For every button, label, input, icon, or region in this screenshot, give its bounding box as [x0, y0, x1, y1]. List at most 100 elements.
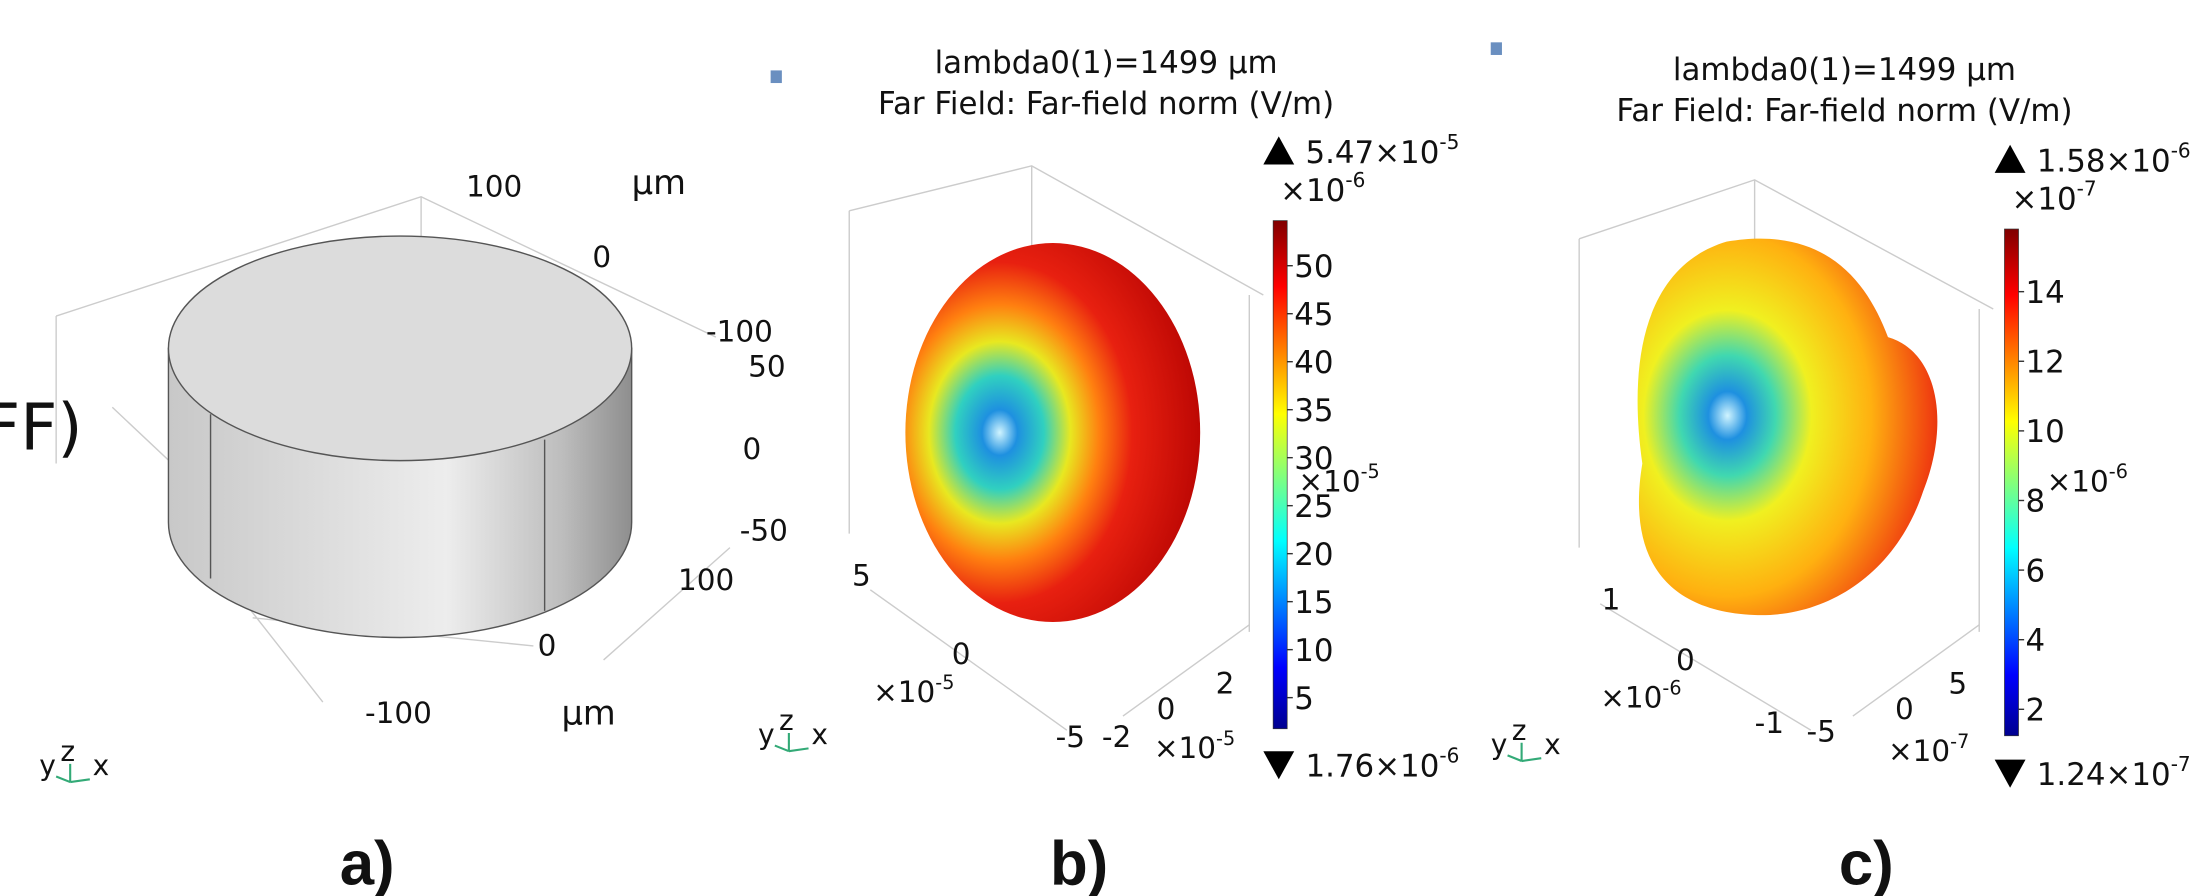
power-label: ×10-5	[873, 671, 954, 709]
label: 50	[748, 349, 786, 383]
times: ×10	[1298, 465, 1360, 499]
title: Far Field: Far-field norm (V/m)	[878, 86, 1334, 122]
times: ×10	[1280, 173, 1345, 209]
mantissa: 1.58	[2037, 143, 2106, 179]
min-triangle	[1263, 751, 1295, 780]
panel-label: b)	[1050, 830, 1108, 896]
exponent: -5	[1216, 727, 1235, 750]
label: -100	[706, 314, 773, 348]
power-label: ×10-6	[2047, 460, 2128, 498]
power-label: 1.24×10-7	[2037, 752, 2191, 793]
label: µm	[632, 163, 686, 202]
exponent: -5	[1439, 130, 1459, 154]
colorbar-tick-label: 50	[1294, 249, 1333, 285]
axis-tick-label: -2	[1102, 720, 1131, 754]
title: lambda0(1)=1499 µm	[1673, 52, 2016, 88]
label: z	[779, 704, 794, 737]
colorbar-tick-label: 30	[1294, 441, 1333, 477]
axis-tick-label: -1	[1755, 706, 1784, 740]
title: lambda0(1)=1499 µm	[935, 45, 1278, 81]
label: 100	[466, 170, 522, 204]
icon	[770, 70, 782, 84]
axis-tick-label: 0	[1676, 643, 1695, 677]
colorbar-tick-label: 5	[1294, 681, 1314, 717]
min-triangle	[1994, 759, 2026, 788]
times: ×10	[1374, 748, 1439, 784]
axis-tick-label: 5	[852, 559, 871, 593]
power-label: 1.58×10-6	[2037, 139, 2191, 180]
times: ×10	[2012, 181, 2077, 217]
power-label: ×10-6	[1600, 676, 1681, 714]
power-label: ×10-7	[2012, 176, 2097, 217]
colorbar-tick-label: 20	[1294, 537, 1333, 573]
label: x	[811, 718, 828, 751]
axis-tick-label: 0	[1157, 692, 1176, 726]
icon	[1490, 42, 1502, 55]
colorbar-tick-label: 6	[2026, 553, 2046, 589]
times: ×10	[1154, 731, 1216, 765]
colorbar-tick-label: 8	[2026, 484, 2046, 520]
power-label: 5.47×10-5	[1305, 130, 1459, 171]
far-field-blob	[1637, 238, 1938, 616]
axis-tick-label: 2	[1216, 667, 1235, 701]
mantissa: 1.24	[2037, 757, 2106, 793]
exponent: -7	[2077, 176, 2097, 200]
title: Far Field: Far-field norm (V/m)	[1616, 93, 2072, 129]
times: ×10	[2106, 143, 2171, 179]
triad-arrows	[55, 763, 90, 784]
exponent: -6	[1439, 744, 1459, 768]
label: 0	[538, 629, 557, 663]
label: 100	[678, 563, 734, 597]
colorbar-tick-label: 15	[1294, 585, 1333, 621]
colorbar-tick-label: 2	[2026, 693, 2046, 729]
label: 0	[743, 432, 762, 466]
power-label: ×10-6	[1280, 168, 1365, 209]
power-label: ×10-5	[1298, 460, 1379, 498]
exponent: -6	[1662, 676, 1681, 699]
axis-tick-label: 0	[1895, 692, 1914, 726]
triad-arrows	[774, 732, 809, 753]
power-label: ×10-5	[1154, 727, 1235, 765]
cylinder	[167, 235, 633, 639]
colorbar-tick-label: 25	[1294, 489, 1333, 525]
label: x	[93, 749, 110, 782]
mantissa: 1.76	[1305, 748, 1374, 784]
colorbar-tick-label: 10	[1294, 633, 1333, 669]
label: FF)	[0, 390, 83, 465]
axis-tick-label: 1	[1602, 582, 1621, 616]
max-triangle	[1994, 144, 2026, 173]
label: -100	[365, 696, 432, 730]
exponent: -7	[2171, 752, 2191, 776]
exponent: -6	[2109, 460, 2128, 483]
colorbar-tick-label: 4	[2026, 623, 2046, 659]
label: -50	[740, 514, 788, 548]
colorbar	[1272, 220, 1288, 730]
label: z	[1512, 714, 1527, 747]
times: ×10	[1888, 734, 1950, 768]
label: µm	[561, 694, 615, 733]
exponent: -7	[1950, 730, 1969, 753]
colorbar-tick-label: 45	[1294, 297, 1333, 333]
axis-tick-label: 0	[952, 637, 971, 671]
axis-tick-label: -5	[1056, 720, 1085, 754]
label: a)	[340, 830, 395, 896]
colorbar	[2004, 228, 2019, 737]
colorbar-tick-label: 12	[2026, 345, 2065, 381]
label: y	[1491, 728, 1508, 761]
max-triangle	[1263, 136, 1295, 165]
axis-tick-label: -5	[1807, 714, 1836, 748]
power-label: ×10-7	[1888, 730, 1969, 768]
far-field-blob	[905, 243, 1201, 623]
times: ×10	[2106, 757, 2171, 793]
times: ×10	[2047, 465, 2109, 499]
label: y	[758, 718, 775, 751]
exponent: -5	[1361, 460, 1380, 483]
mantissa: 5.47	[1305, 135, 1374, 171]
axis-tick-label: 5	[1948, 667, 1967, 701]
triad-arrows	[1507, 742, 1542, 763]
exponent: -6	[2171, 139, 2191, 163]
label: y	[39, 749, 56, 782]
label: x	[1544, 728, 1561, 761]
label: 0	[592, 240, 611, 274]
